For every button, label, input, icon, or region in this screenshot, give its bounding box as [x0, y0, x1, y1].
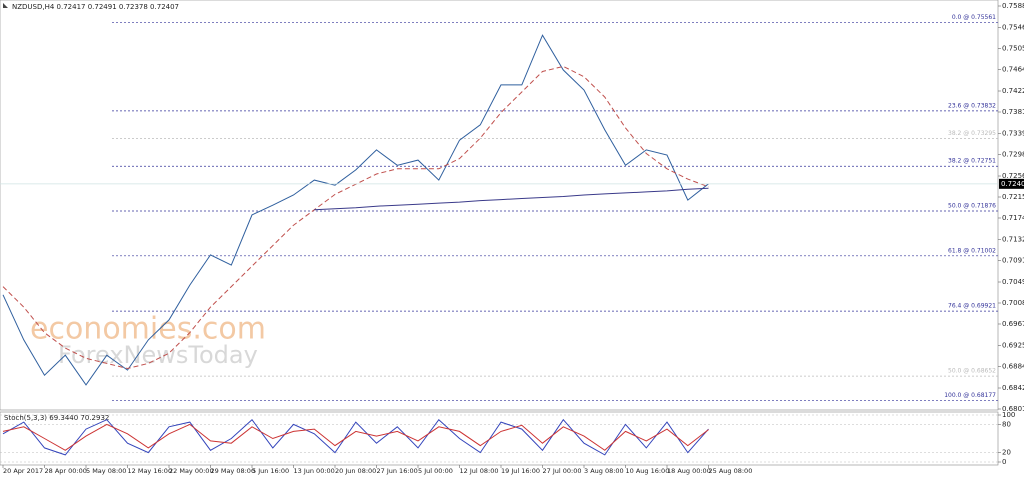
y-tick-label: 0.68010 — [1002, 405, 1024, 413]
y-tick-label: 0.73810 — [1002, 108, 1024, 116]
y-tick-label: 0.74640 — [1002, 65, 1024, 73]
x-tick-label: 29 May 08:00 — [211, 467, 256, 475]
symbol-icon — [3, 3, 8, 8]
y-tick-label: 0.70910 — [1002, 256, 1024, 264]
x-tick-label: 13 Jun 00:00 — [294, 467, 335, 475]
fib-label: 76.4 @ 0.69921 — [948, 303, 996, 310]
y-tick-label: 20 — [1002, 449, 1011, 457]
watermark: ForexNewsToday — [58, 341, 258, 369]
x-tick-label: 10 Aug 16:00 — [626, 467, 670, 475]
x-tick-label: 12 May 16:00 — [128, 467, 173, 475]
y-tick-label: 0.75460 — [1002, 24, 1024, 32]
y-tick-label: 0.71320 — [1002, 236, 1024, 244]
current-price-box — [999, 178, 1024, 189]
x-tick-label: 19 Jul 16:00 — [501, 467, 540, 475]
fib-label: 0.0 @ 0.75561 — [952, 14, 996, 21]
x-tick-label: 20 Apr 2017 — [3, 467, 43, 475]
y-tick-label: 80 — [1002, 420, 1011, 428]
y-tick-label: 0.69250 — [1002, 342, 1024, 350]
current-price: 0.72407 — [1001, 180, 1024, 188]
y-tick-label: 0.70080 — [1002, 299, 1024, 307]
x-tick-label: 5 Jun 16:00 — [252, 467, 289, 475]
y-tick-label: 0.73390 — [1002, 130, 1024, 138]
y-tick-label: 0 — [1002, 458, 1006, 466]
y-tick-label: 100 — [1002, 411, 1015, 419]
y-tick-label: 0.68840 — [1002, 362, 1024, 370]
fib-label: 50.0 @ 0.71876 — [948, 203, 996, 210]
fib-label: 61.8 @ 0.71002 — [948, 247, 996, 254]
series-line — [314, 187, 709, 211]
x-tick-label: 12 Jul 08:00 — [460, 467, 499, 475]
chart-title: NZDUSD,H4 0.72417 0.72491 0.72378 0.7240… — [12, 3, 179, 11]
y-tick-label: 0.75050 — [1002, 45, 1024, 53]
stoch-panel — [0, 411, 999, 466]
x-tick-label: 28 Apr 00:00 — [45, 467, 87, 475]
y-tick-label: 0.72980 — [1002, 151, 1024, 159]
x-tick-label: 22 May 00:00 — [169, 467, 214, 475]
y-tick-label: 0.68420 — [1002, 384, 1024, 392]
y-tick-label: 0.72150 — [1002, 193, 1024, 201]
fib-label: 38.2 @ 0.73295 — [948, 130, 996, 137]
x-tick-label: 5 May 08:00 — [86, 467, 126, 475]
y-tick-label: 0.71740 — [1002, 214, 1024, 222]
x-tick-label: 27 Jul 00:00 — [543, 467, 582, 475]
y-tick-label: 0.72560 — [1002, 172, 1024, 180]
y-tick-label: 0.75880 — [1002, 2, 1024, 10]
fib-label: 38.2 @ 0.72751 — [948, 158, 996, 165]
fib-label: 100.0 @ 0.68177 — [944, 392, 996, 399]
fib-label: 23.6 @ 0.73832 — [948, 102, 996, 109]
x-tick-label: 3 Aug 08:00 — [584, 467, 624, 475]
main-panel — [0, 0, 999, 411]
x-tick-label: 18 Aug 00:00 — [667, 467, 711, 475]
series-line — [2, 423, 709, 451]
x-tick-label: 5 Jul 00:00 — [418, 467, 453, 475]
series-line — [2, 34, 709, 386]
x-tick-label: 27 Jun 16:00 — [377, 467, 418, 475]
x-tick-label: 20 Jun 08:00 — [335, 467, 376, 475]
fib-label: 50.0 @ 0.68652 — [948, 368, 996, 375]
y-tick-label: 0.69670 — [1002, 320, 1024, 328]
x-tick-label: 25 Aug 08:00 — [709, 467, 753, 475]
y-tick-label: 0.70490 — [1002, 278, 1024, 286]
y-tick-label: 0.74220 — [1002, 87, 1024, 95]
indicator-title: Stoch(5,3,3) 69.3440 70.2932 — [4, 414, 109, 422]
series-line — [2, 418, 709, 456]
